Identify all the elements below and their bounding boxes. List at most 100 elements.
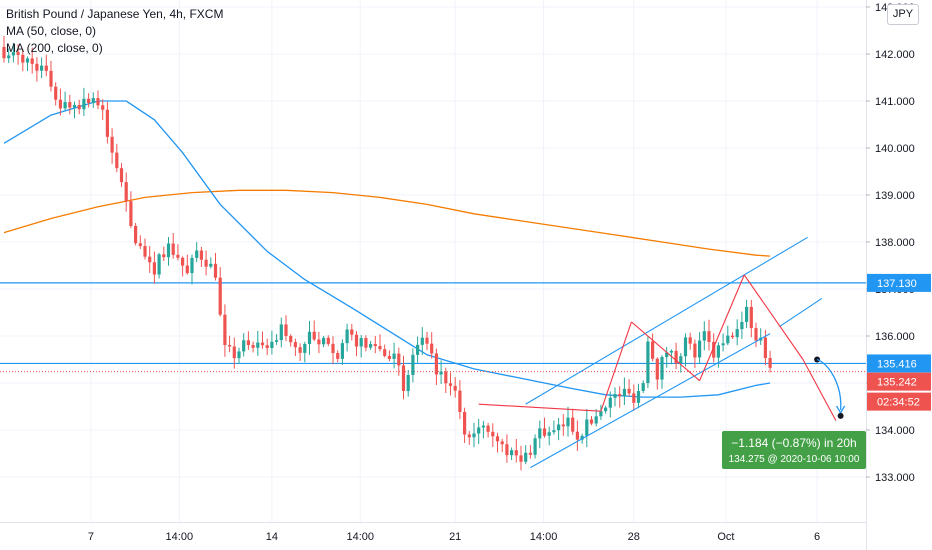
candle-body <box>157 254 161 275</box>
candle-body <box>119 168 124 183</box>
pattern-line[interactable] <box>699 274 745 381</box>
candle-body <box>181 257 185 266</box>
candle-body <box>218 277 222 315</box>
candle-body <box>472 433 476 438</box>
candle-body <box>463 411 467 435</box>
candle-body <box>510 450 514 456</box>
level-price-label-bg <box>867 354 931 373</box>
candle-body <box>453 385 457 391</box>
candle-body <box>467 434 471 438</box>
pattern-line[interactable] <box>600 321 632 412</box>
pattern-line[interactable] <box>478 403 601 412</box>
candle-body <box>49 70 53 87</box>
candle-body <box>387 355 391 359</box>
candle-body <box>350 329 354 335</box>
candle-body <box>7 55 11 59</box>
time-tick-label: 21 <box>449 531 461 543</box>
price-tick-label: 136.000 <box>875 331 915 343</box>
ma50-legend[interactable]: MA (50, close, 0) <box>6 24 97 38</box>
projection-label: −1.184 (−0.87%) in 20h 134.275 @ 2020-10-… <box>722 431 866 469</box>
candle-body <box>416 344 420 355</box>
candle-body <box>87 98 91 104</box>
ma50-line <box>3 100 771 398</box>
time-tick-label: 28 <box>628 531 640 543</box>
candle-body <box>129 201 133 226</box>
projection-end-dot[interactable] <box>837 412 844 419</box>
level-price-label: 135.416 <box>877 358 917 370</box>
candle-body <box>594 416 598 424</box>
projection-arrow[interactable] <box>816 358 842 410</box>
candle-body <box>265 345 269 349</box>
candle-body <box>364 337 368 348</box>
candle-body <box>275 340 279 342</box>
candle-body <box>749 306 753 329</box>
time-axis-background[interactable] <box>0 522 866 550</box>
candle-body <box>298 347 302 353</box>
candle-body <box>223 314 227 346</box>
candle-body <box>439 371 443 375</box>
candle-body <box>566 417 570 427</box>
drawings[interactable] <box>478 236 846 469</box>
currency-badge[interactable]: JPY <box>887 4 919 25</box>
candle-body <box>505 444 509 456</box>
time-tick-label: 14 <box>266 531 278 543</box>
candle-body <box>425 337 429 344</box>
candle-body <box>698 340 702 358</box>
candle-body <box>730 335 735 338</box>
channel-line[interactable] <box>525 236 808 405</box>
candle-body <box>552 430 556 433</box>
horizontal-levels[interactable] <box>0 282 866 373</box>
candle-body <box>636 390 641 403</box>
candle-body <box>209 263 213 267</box>
time-axis[interactable]: 7 14:00 14 14:00 21 14:00 28 Oct 6 <box>0 522 866 550</box>
candle-body <box>270 341 274 349</box>
candle-body <box>72 104 77 108</box>
channel-line[interactable] <box>530 333 771 469</box>
candle-body <box>542 428 547 436</box>
candle-body <box>735 329 739 338</box>
candle-body <box>96 98 100 106</box>
candle-body <box>237 351 241 359</box>
candle-body <box>152 262 156 275</box>
time-tick-label: 7 <box>88 531 94 543</box>
candle-body <box>331 343 335 354</box>
candle-body <box>740 321 744 330</box>
candle-body <box>665 352 669 357</box>
candle-body <box>486 425 490 432</box>
candle-body <box>35 63 39 71</box>
candle-body <box>185 265 189 274</box>
candle-body <box>359 337 363 347</box>
candle-body <box>683 337 688 357</box>
ma200-layer <box>3 189 771 257</box>
candle-body <box>354 334 359 347</box>
candle-body <box>721 343 725 346</box>
candle-body <box>148 256 152 263</box>
ma200-legend[interactable]: MA (200, close, 0) <box>6 41 103 55</box>
channel-line[interactable] <box>779 297 823 328</box>
projection-target-text: 134.275 @ 2020-10-06 10:00 <box>729 454 860 465</box>
candle-body <box>632 393 636 403</box>
price-tick-label: 141.000 <box>875 96 915 108</box>
candle-body <box>101 105 105 110</box>
candle-body <box>54 86 58 100</box>
candle-body <box>458 390 462 412</box>
pattern-line[interactable] <box>631 321 700 382</box>
symbol-title[interactable]: British Pound / Japanese Yen, 4h, FXCM <box>6 7 224 21</box>
candle-body <box>397 353 401 366</box>
candle-body <box>58 99 62 109</box>
candle-body <box>651 341 655 359</box>
candle-body <box>604 407 608 412</box>
time-tick-label: 14:00 <box>346 531 374 543</box>
price-tick-label: 134.000 <box>875 425 915 437</box>
candle-body <box>477 427 481 434</box>
candle-body <box>618 394 622 397</box>
chart-grid <box>0 0 866 522</box>
candle-body <box>284 324 288 336</box>
pattern-line[interactable] <box>743 274 804 360</box>
candle-body <box>524 452 528 462</box>
candle-body <box>495 436 500 442</box>
candle-body <box>312 331 316 340</box>
pattern-line[interactable] <box>802 359 837 421</box>
candle-body <box>25 58 30 63</box>
